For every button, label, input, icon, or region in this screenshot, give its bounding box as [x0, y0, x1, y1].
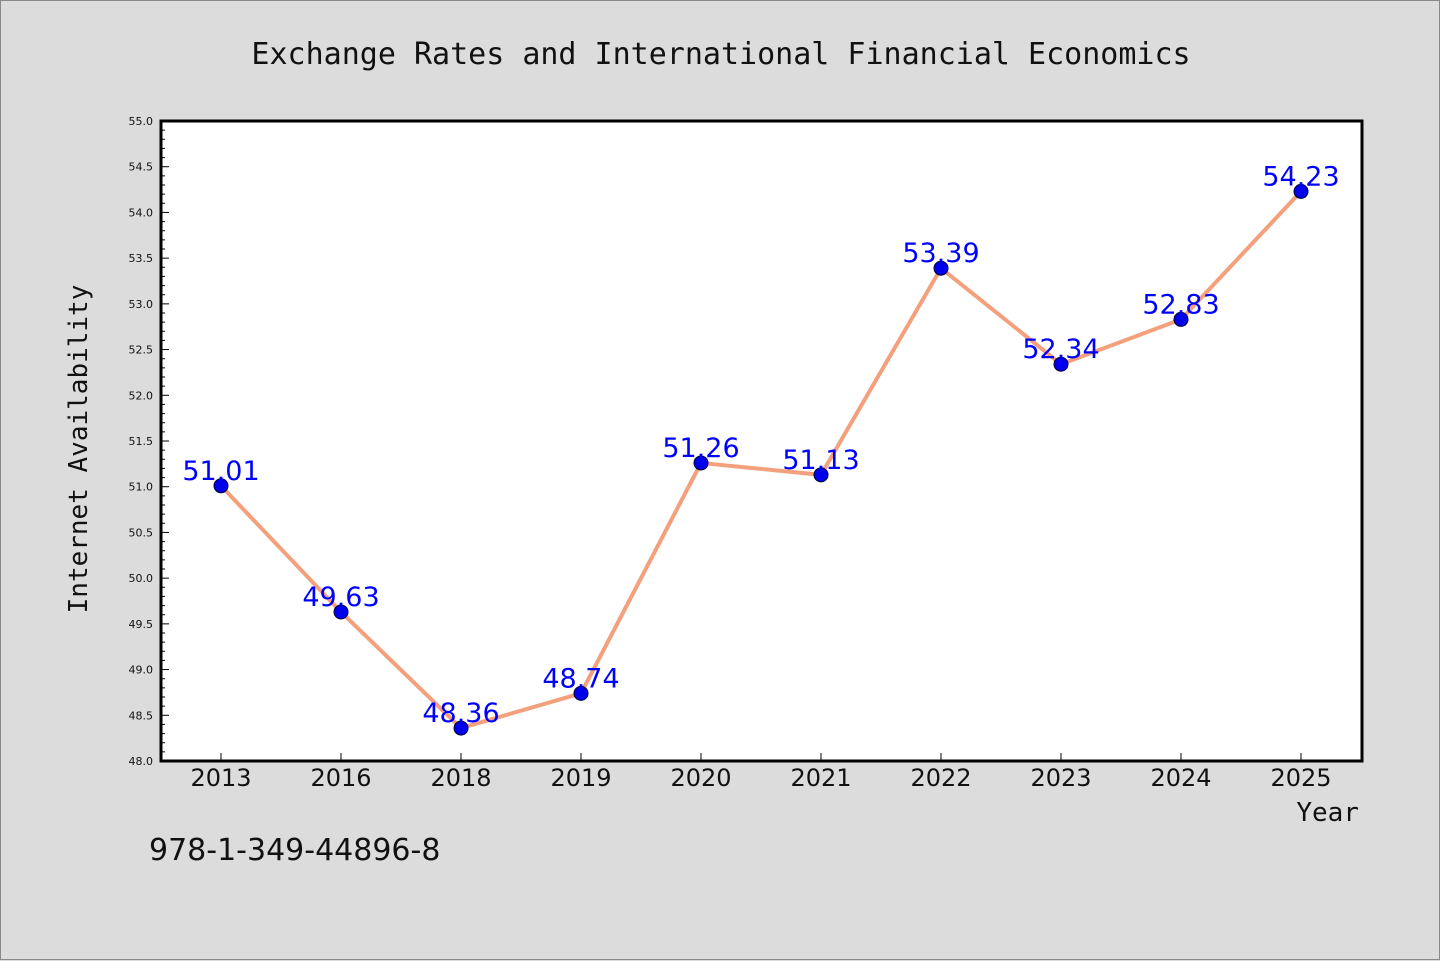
data-label: 48.36 [422, 698, 499, 729]
data-label: 51.01 [182, 456, 259, 487]
data-label: 49.63 [302, 582, 379, 613]
y-tick-label: 51.5 [129, 435, 154, 448]
data-point-marker [813, 467, 829, 483]
y-tick-label: 53.5 [129, 252, 154, 265]
data-label: 52.34 [1022, 334, 1099, 365]
data-point-marker [933, 260, 949, 276]
data-point-marker [1173, 311, 1189, 327]
x-tick-label: 2025 [1270, 764, 1331, 792]
data-labels: 51.01 49.63 48.36 48.74 51.26 51.13 53.39 52.34… [182, 161, 1339, 729]
y-tick-label: 53.0 [129, 298, 154, 311]
isbn-annotation: 978-1-349-44896-8 [149, 833, 441, 868]
x-tick-label: 2013 [190, 764, 251, 792]
data-point-marker [333, 604, 349, 620]
y-axis: 48.0 48.5 49.0 49.5 50.0 50.5 51.0 51.5 52.0 52.5… [129, 115, 169, 768]
x-tick-label: 2021 [790, 764, 851, 792]
y-tick-label: 48.0 [129, 755, 154, 768]
y-tick-label: 50.0 [129, 572, 154, 585]
data-point-marker [693, 455, 709, 471]
x-tick-label: 2020 [670, 764, 731, 792]
x-tick-label: 2018 [430, 764, 491, 792]
series-markers [213, 183, 1309, 736]
data-label: 48.74 [542, 663, 619, 694]
data-label: 51.26 [662, 433, 739, 464]
data-label: 52.83 [1142, 289, 1219, 320]
y-tick-label: 49.5 [129, 618, 154, 631]
data-label: 54.23 [1262, 161, 1339, 192]
y-axis-label: Internet Availability [64, 285, 94, 614]
data-point-marker [453, 720, 469, 736]
x-tick-label: 2016 [310, 764, 371, 792]
series-line [219, 189, 1303, 731]
x-axis: 2013 2016 2018 2019 2020 2021 2022 2023 2024 2025 [190, 753, 1332, 792]
data-point-marker [213, 478, 229, 494]
data-point-marker [1053, 356, 1069, 372]
y-tick-label: 51.0 [129, 481, 154, 494]
y-tick-label: 52.5 [129, 344, 154, 357]
x-tick-label: 2023 [1030, 764, 1091, 792]
x-tick-label: 2024 [1150, 764, 1211, 792]
x-tick-label: 2022 [910, 764, 971, 792]
y-tick-label: 54.5 [129, 161, 154, 174]
x-axis-label: Year [1296, 798, 1359, 828]
y-tick-label: 52.0 [129, 389, 154, 402]
data-point-marker [1293, 183, 1309, 199]
data-label: 53.39 [902, 238, 979, 269]
x-tick-label: 2019 [550, 764, 611, 792]
data-label: 51.13 [782, 445, 859, 476]
y-tick-label: 48.5 [129, 709, 154, 722]
y-tick-label: 49.0 [129, 664, 154, 677]
y-tick-label: 54.0 [129, 206, 154, 219]
data-point-marker [573, 685, 589, 701]
y-tick-label: 55.0 [129, 115, 154, 128]
plot-area [159, 119, 1364, 763]
chart-title: Exchange Rates and International Financi… [251, 37, 1190, 72]
y-tick-label: 50.5 [129, 526, 154, 539]
series-polyline [219, 189, 1303, 731]
